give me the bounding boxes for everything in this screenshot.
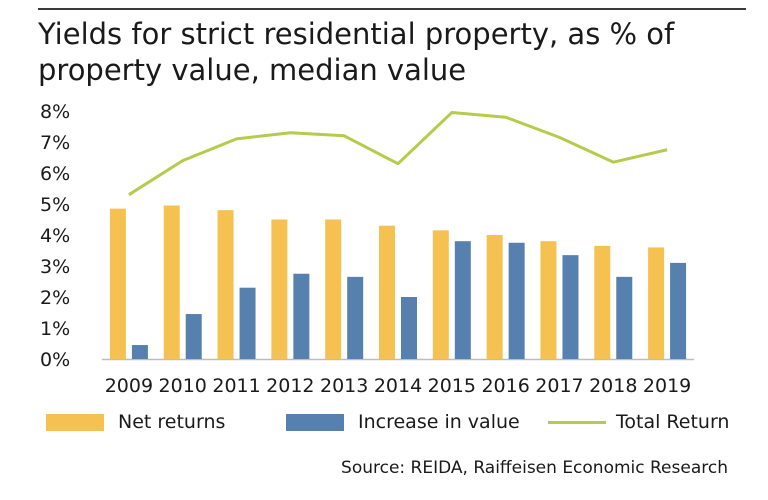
x-tick-label: 2009 (105, 375, 153, 397)
x-tick-label: 2016 (481, 375, 529, 397)
legend-label-net-returns: Net returns (118, 411, 226, 433)
legend-item-net-returns: Net returns (46, 408, 225, 436)
legend-label-total-return: Total Return (616, 411, 730, 433)
x-tick-label: 2014 (374, 375, 422, 397)
y-tick-label: 7% (40, 132, 70, 154)
x-tick-label: 2013 (320, 375, 368, 397)
bar-increase-in-value-2017 (562, 255, 579, 359)
bar-net-returns-2009 (109, 208, 126, 359)
source-note: Source: REIDA, Raiffeisen Economic Resea… (341, 458, 728, 478)
bar-increase-in-value-2011 (239, 287, 256, 359)
legend-swatch-total-return (548, 420, 606, 424)
x-tick-label: 2012 (266, 375, 314, 397)
x-tick-label: 2011 (212, 375, 260, 397)
bar-net-returns-2017 (540, 241, 557, 359)
legend-label-increase-in-value: Increase in value (358, 411, 520, 433)
bar-increase-in-value-2018 (616, 276, 633, 359)
legend-swatch-increase-in-value (286, 413, 344, 431)
y-tick-label: 8% (40, 101, 70, 123)
bar-net-returns-2016 (486, 235, 503, 359)
x-tick-label: 2015 (428, 375, 476, 397)
line-total-return (128, 111, 668, 196)
bar-increase-in-value-2019 (670, 262, 687, 359)
bar-increase-in-value-2013 (347, 276, 364, 359)
y-tick-label: 5% (40, 194, 70, 216)
bar-increase-in-value-2016 (508, 242, 525, 359)
y-tick-label: 3% (40, 256, 70, 278)
bar-increase-in-value-2015 (454, 241, 471, 359)
bar-increase-in-value-2012 (293, 273, 310, 359)
bar-net-returns-2011 (217, 210, 234, 359)
top-rule (38, 8, 746, 10)
legend-item-total-return: Total Return (548, 408, 729, 436)
bar-increase-in-value-2010 (185, 314, 202, 359)
bar-increase-in-value-2009 (131, 345, 148, 359)
chart-title: Yields for strict residential property, … (38, 17, 675, 87)
bar-net-returns-2012 (271, 219, 288, 359)
legend-swatch-net-returns (46, 413, 104, 431)
bar-net-returns-2018 (594, 245, 611, 359)
x-tick-label: 2019 (643, 375, 691, 397)
y-tick-label: 2% (40, 287, 70, 309)
y-tick-label: 1% (40, 318, 70, 340)
bar-net-returns-2015 (432, 230, 449, 359)
bar-net-returns-2013 (325, 219, 342, 359)
bar-increase-in-value-2014 (401, 297, 417, 359)
legend: Net returns Increase in value Total Retu… (0, 408, 768, 436)
y-tick-label: 0% (40, 349, 70, 371)
legend-item-increase-in-value: Increase in value (286, 408, 520, 436)
y-tick-label: 6% (40, 163, 70, 185)
bar-net-returns-2010 (163, 205, 180, 359)
bar-net-returns-2019 (648, 247, 665, 359)
y-tick-label: 4% (40, 225, 70, 247)
bar-net-returns-2014 (379, 225, 395, 359)
x-tick-label: 2018 (589, 375, 637, 397)
x-tick-label: 2017 (535, 375, 583, 397)
x-tick-label: 2010 (159, 375, 207, 397)
